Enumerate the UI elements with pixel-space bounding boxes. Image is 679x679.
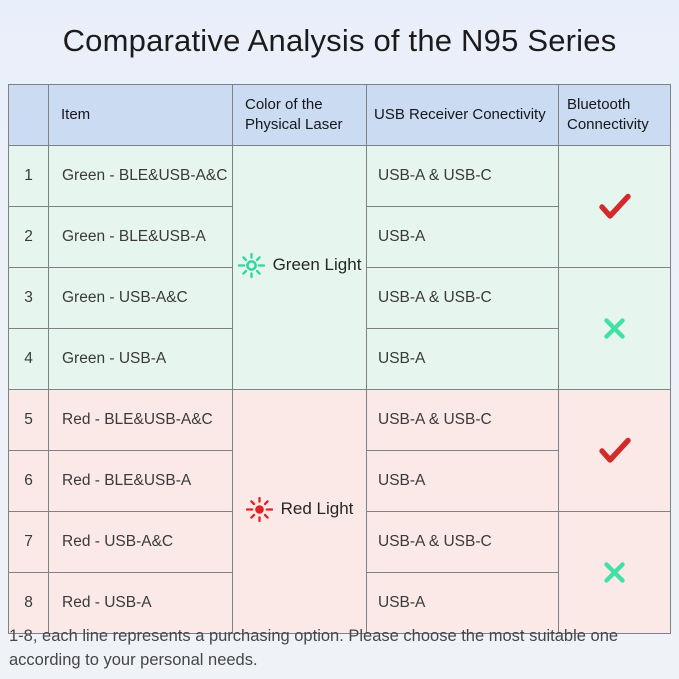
row-number: 5: [8, 389, 49, 451]
usb-cell: USB-A & USB-C: [366, 511, 559, 573]
row-number: 4: [8, 328, 49, 390]
item-cell: Green - BLE&USB-A&C: [48, 145, 233, 207]
usb-cell: USB-A & USB-C: [366, 145, 559, 207]
page-title: Comparative Analysis of the N95 Series: [62, 23, 617, 58]
laser-cell-red: Red Light: [232, 389, 367, 634]
row-number: 1: [8, 145, 49, 207]
table-row-8: 8 Red - USB-A USB-A: [8, 572, 671, 634]
item-cell: Red - BLE&USB-A: [48, 450, 233, 512]
cross-icon: [604, 318, 625, 339]
bluetooth-cell-no: [558, 511, 671, 634]
row-number: 6: [8, 450, 49, 512]
laser-label: Green Light: [272, 255, 362, 274]
header-cell-bluetooth: Bluetooth Connectivity: [558, 84, 671, 146]
laser-cell-green: Green Light: [232, 145, 367, 390]
row-number: 8: [8, 572, 49, 634]
usb-cell: USB-A: [366, 206, 559, 268]
check-icon: [599, 437, 631, 463]
table-row-4: 4 Green - USB-A USB-A: [8, 328, 671, 390]
table-row-1: 1 Green - BLE&USB-A&C: [8, 145, 671, 390]
laser-label: Red Light: [280, 499, 354, 518]
item-cell: Green - USB-A: [48, 328, 233, 390]
footer-note: 1-8, each line represents a purchasing o…: [9, 627, 619, 669]
item-cell: Red - BLE&USB-A&C: [48, 389, 233, 451]
table-row-7: 7 Red - USB-A&C USB-A & USB-C: [8, 511, 671, 634]
usb-cell: USB-A & USB-C: [366, 267, 559, 329]
header-cell-laser-color: Color of the Physical Laser: [232, 84, 367, 146]
bluetooth-cell-yes: [558, 389, 671, 512]
item-cell: Red - USB-A: [48, 572, 233, 634]
item-cell: Red - USB-A&C: [48, 511, 233, 573]
check-icon: [599, 193, 631, 219]
usb-cell: USB-A: [366, 572, 559, 634]
row-number: 3: [8, 267, 49, 329]
table-row-6: 6 Red - BLE&USB-A USB-A: [8, 450, 671, 512]
red-light-icon: [245, 496, 273, 522]
usb-cell: USB-A: [366, 328, 559, 390]
row-number: 2: [8, 206, 49, 268]
item-cell: Green - USB-A&C: [48, 267, 233, 329]
bluetooth-cell-no: [558, 267, 671, 390]
header-cell-item: Item: [48, 84, 233, 146]
table-row-3: 3 Green - USB-A&C USB-A & USB-C: [8, 267, 671, 390]
cross-icon: [604, 562, 625, 583]
header-cell-blank: [8, 84, 49, 146]
table-row-2: 2 Green - BLE&USB-A USB-A: [8, 206, 671, 268]
comparison-table: Item Color of the Physical Laser USB Rec…: [8, 84, 671, 634]
bluetooth-cell-yes: [558, 145, 671, 268]
row-number: 7: [8, 511, 49, 573]
header-cell-usb-receiver: USB Receiver Conectivity: [366, 84, 559, 146]
usb-cell: USB-A & USB-C: [366, 389, 559, 451]
table-row-5: 5 Red - BLE&USB-A&C: [8, 389, 671, 634]
usb-cell: USB-A: [366, 450, 559, 512]
header-row: Item Color of the Physical Laser USB Rec…: [8, 84, 671, 146]
item-cell: Green - BLE&USB-A: [48, 206, 233, 268]
green-light-icon: [237, 252, 265, 278]
